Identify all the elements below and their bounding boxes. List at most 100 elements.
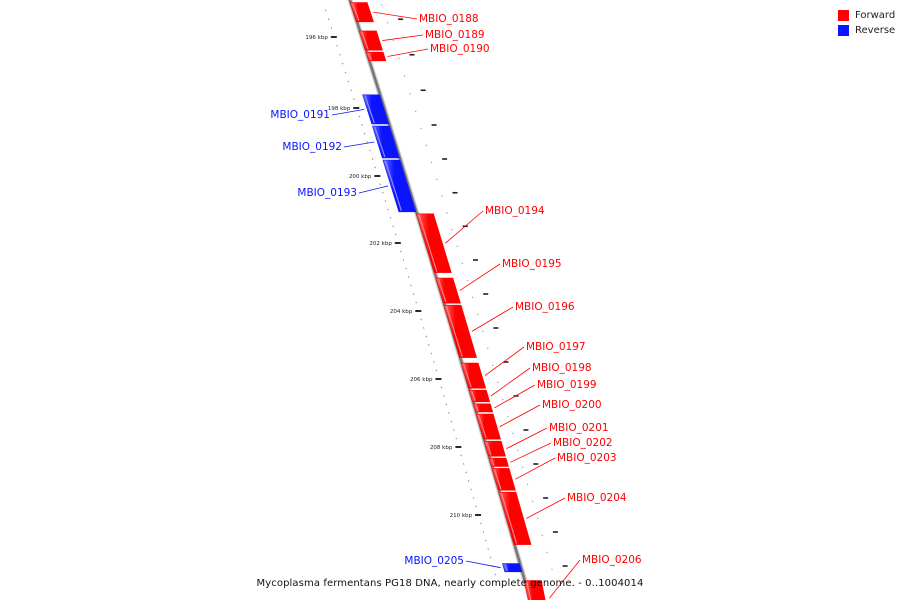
minor-tick [353,98,355,101]
gene-highlight [504,564,508,572]
minor-tick [384,200,387,203]
minor-tick [389,216,392,219]
gene-label: MBIO_0195 [502,258,562,270]
minor-tick [412,293,415,295]
minor-tick [422,327,425,329]
gene-highlight [374,126,386,158]
minor-tick [392,225,394,228]
tick-label: 200 kbp [349,174,372,180]
legend: Forward Reverse [838,8,895,38]
gene-mbio_0189 [358,30,383,51]
tick-label: 210 kbp [450,513,473,519]
gene-leader-line [331,109,365,116]
gene-mbio_0197 [460,362,487,389]
minor-tick [402,259,405,261]
gene-highlight [445,306,463,357]
gene-highlight [526,581,532,600]
minor-tick [435,369,438,372]
minor-tick [480,522,482,525]
minor-tick [448,412,450,414]
minor-tick [374,166,376,169]
gene-label: MBIO_0206 [582,554,642,566]
track-dot [451,228,453,231]
minor-tick [443,395,445,397]
minor-tick [327,18,330,21]
gene-label: MBIO_0204 [567,492,627,504]
minor-tick [433,361,435,363]
gene-leader-line [494,384,536,409]
minor-tick [324,9,327,12]
track-dot [430,161,433,164]
gene-label: MBIO_0205 [404,555,464,567]
gene-highlight [471,390,476,402]
gene-leader-line [382,34,424,41]
minor-tick [427,344,430,346]
track-dot [511,432,514,435]
minor-tick [440,386,443,389]
gene-leader-line [358,185,389,194]
track-dot [386,21,389,24]
gene-highlight [418,214,438,272]
minor-tick [369,149,371,152]
track-dot [492,364,494,367]
minor-tick [472,497,475,499]
minor-tick [379,183,382,186]
gene-leader-line [506,427,548,450]
minor-tick [399,250,402,253]
legend-label-forward: Forward [855,10,896,21]
track-dot [526,483,529,486]
track-dot [441,195,443,197]
track-dot [466,279,469,282]
tick-label: 208 kbp [430,445,453,451]
legend-item-forward: Forward [838,8,895,23]
minor-tick [460,454,463,457]
minor-tick [494,573,497,576]
gene-highlight [500,493,518,544]
minor-tick [462,463,465,465]
gene-leader-line [549,559,581,599]
minor-tick [410,284,412,287]
track-dot [487,347,489,350]
gene-leader-line [515,457,556,480]
minor-tick [475,505,477,508]
gene-highlight [475,404,479,412]
minor-tick [344,71,347,74]
track-dot [409,92,412,95]
gene-highlight [352,3,360,22]
gene-leader-line [465,560,501,569]
gene-mbio_0200 [475,413,502,440]
minor-tick [366,141,369,143]
gene-leader-line [499,404,541,427]
gene-highlight [494,469,502,490]
gene-highlight [478,414,487,439]
gene-mbio_0192 [371,125,400,159]
track-dot [536,517,539,520]
track-dot [461,262,464,265]
track-dot [398,57,400,60]
gene-highlight [364,95,375,124]
gene-highlight [486,442,492,456]
minor-tick [361,124,363,126]
track-dot [414,110,417,113]
gene-highlight [463,363,472,388]
track-dot [435,178,438,181]
gene-label: MBIO_0198 [532,362,592,374]
minor-tick [363,132,366,135]
gene-mbio_0196 [443,304,478,358]
track-dot [497,381,499,384]
gene-leader-line [526,497,566,519]
reverse-swatch [838,25,849,36]
minor-tick [420,318,423,321]
track-dot [381,4,383,6]
minor-tick [445,403,448,406]
minor-tick [330,27,333,30]
track-dot [521,466,524,469]
minor-tick [467,480,470,482]
track-dot [476,313,479,316]
tick-label: 198 kbp [328,106,351,112]
gene-leader-line [471,306,514,332]
minor-tick [489,556,492,559]
minor-tick [430,352,433,355]
minor-tick [407,276,410,278]
gene-highlight [437,278,447,303]
